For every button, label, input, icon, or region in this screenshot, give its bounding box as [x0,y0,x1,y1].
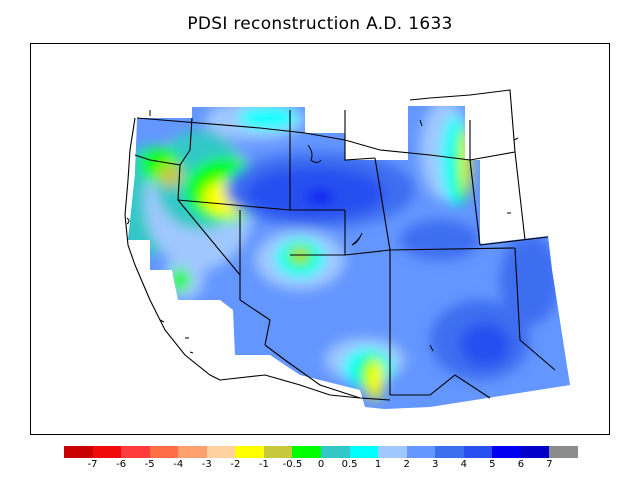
legend-tick-label: 3 [432,459,439,470]
legend-swatch [549,446,579,458]
legend-swatch [492,446,522,458]
pdsi-field [128,106,570,409]
legend-swatch [520,446,550,458]
legend-swatch [321,446,351,458]
legend-swatch [178,446,208,458]
legend-swatch [64,446,94,458]
legend-tick-label: 0.5 [341,459,358,470]
legend-swatch [121,446,151,458]
legend-swatch [92,446,122,458]
legend-tick-label: -7 [87,459,98,470]
legend-tick-label: 1 [374,459,382,470]
legend-tick-label: 2 [403,459,410,470]
legend-swatch [292,446,322,458]
legend-tick-label: 5 [489,459,496,470]
lakes-and-islands [126,110,519,354]
legend-colorbar [64,446,579,458]
legend-tick-label: -4 [173,459,184,470]
state-boundaries [124,89,556,401]
legend-swatch [378,446,408,458]
legend-tick-label: -5 [144,459,155,470]
legend-tick-label: 0 [317,459,325,470]
legend-swatch [235,446,265,458]
legend-swatch [263,446,293,458]
legend-tick-label: -6 [116,459,127,470]
page-title: PDSI reconstruction A.D. 1633 [187,14,453,34]
legend-labels: -7 -6 -5 -4 -3 -2 -1 -0.5 0 0.5 1 2 3 4 5 6 7 [0,459,640,473]
legend-tick-label: 7 [546,459,553,470]
legend-swatch [149,446,179,458]
pdsi-map [124,89,570,409]
legend-tick-label: -2 [230,459,241,470]
legend-tick-label: 6 [517,459,525,470]
legend-tick-label: -1 [258,459,269,470]
legend-swatch [349,446,379,458]
legend-swatch [206,446,236,458]
legend-swatch [435,446,465,458]
legend-tick-label: -0.5 [282,459,303,470]
legend-swatch [463,446,493,458]
legend-tick-label: 4 [460,459,467,470]
legend-swatch [406,446,436,458]
legend-tick-label: -3 [201,459,212,470]
